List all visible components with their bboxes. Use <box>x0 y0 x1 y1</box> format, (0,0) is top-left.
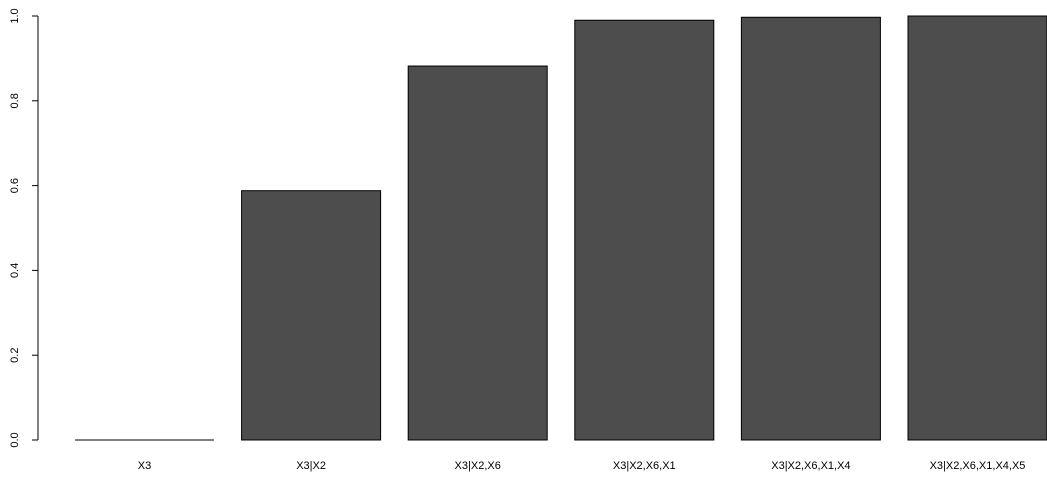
bar <box>907 15 1047 441</box>
x-tick-label: X3|X2,X6,X1 <box>613 460 676 472</box>
y-tick-label: 0.8 <box>9 93 21 108</box>
y-tick-label: 0.2 <box>9 348 21 363</box>
x-tick-label: X3 <box>138 460 151 472</box>
y-tick-label: 0.0 <box>9 432 21 447</box>
x-tick-label: X3|X2 <box>296 460 326 472</box>
y-tick-label: 0.4 <box>9 263 21 278</box>
y-tick-label: 0.6 <box>9 178 21 193</box>
x-tick-label: X3|X2,X6,X1,X4 <box>771 460 850 472</box>
bar <box>241 190 382 441</box>
x-tick-label: X3|X2,X6,X1,X4,X5 <box>930 460 1026 472</box>
bar <box>574 19 715 441</box>
y-axis: 0.0 0.2 0.4 0.6 0.8 1.0 <box>9 8 39 448</box>
x-tick-label: X3|X2,X6 <box>455 460 501 472</box>
x-axis-labels: X3 X3|X2 X3|X2,X6 X3|X2,X6,X1 X3|X2,X6,X1,X4… <box>138 460 1026 472</box>
y-tick-label: 1.0 <box>9 8 21 23</box>
bar <box>407 65 548 441</box>
bar <box>740 16 881 441</box>
bars <box>75 15 1047 441</box>
